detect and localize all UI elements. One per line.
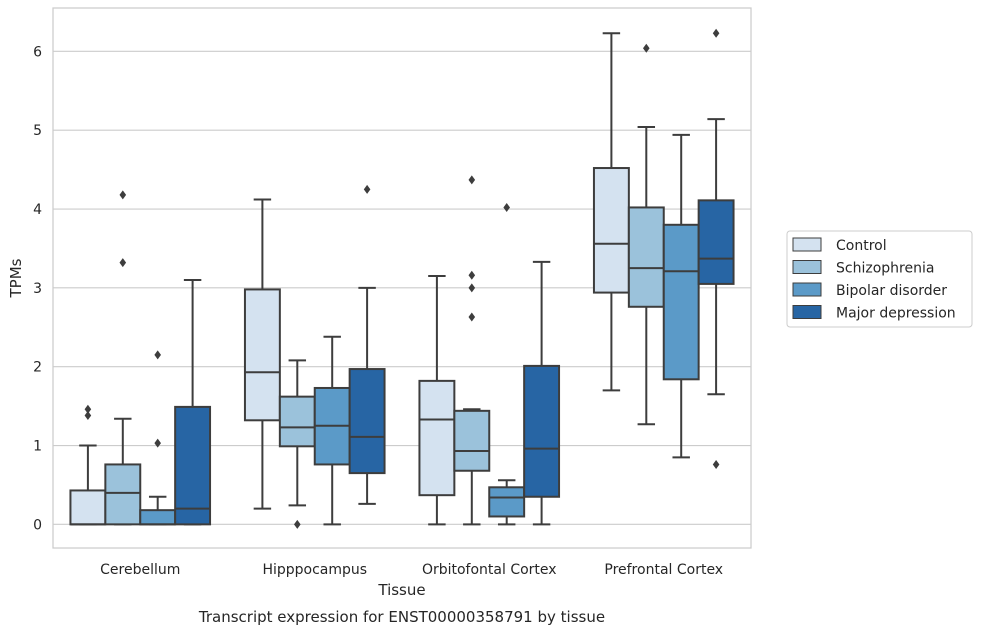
box-0-2	[139, 350, 177, 526]
box-iqr	[104, 463, 142, 526]
outlier-point	[119, 190, 127, 200]
outlier-point	[363, 184, 371, 194]
outlier-point	[468, 270, 476, 280]
box-2-2	[488, 202, 526, 526]
y-tick-label: 2	[33, 360, 42, 376]
y-tick-label: 3	[33, 281, 42, 297]
box-iqr	[243, 288, 281, 422]
outlier-point	[294, 519, 301, 529]
x-tick-label: Cerebellum	[100, 562, 180, 578]
box-1-3	[348, 184, 386, 505]
legend-swatch	[792, 260, 822, 274]
y-axis-label: TPMs	[7, 258, 25, 298]
box-1-2	[313, 335, 351, 526]
legend-swatch	[792, 282, 822, 297]
y-tick-label: 0	[33, 517, 42, 533]
box-1-0	[243, 198, 281, 510]
outlier-point	[84, 404, 92, 414]
outlier-point	[468, 312, 476, 322]
y-tick-label: 6	[33, 44, 42, 60]
x-tick-label: Orbitofontal Cortex	[422, 562, 557, 578]
legend-label: Major depression	[836, 306, 956, 322]
outlier-point	[468, 283, 476, 293]
legend-frame	[786, 230, 973, 328]
box-groups	[69, 28, 735, 529]
outlier-point	[154, 350, 161, 360]
outlier-point	[712, 459, 720, 469]
outlier-point	[119, 258, 127, 268]
box-0-3	[174, 278, 212, 526]
box-iqr	[348, 368, 386, 475]
y-tick-label: 5	[33, 123, 42, 139]
box-iqr	[523, 364, 561, 498]
box-iqr	[453, 409, 491, 472]
legend: Control Schizophrenia Bipolar disorder Majo…	[786, 230, 973, 328]
box-iqr	[662, 223, 700, 381]
box-iqr	[69, 489, 107, 526]
box-iqr	[139, 509, 177, 526]
x-tick-label: Prefrontal Cortex	[604, 562, 723, 578]
box-2-1	[453, 175, 491, 526]
legend-label: Schizophrenia	[836, 261, 934, 277]
legend-label: Control	[836, 238, 887, 254]
x-axis-ticks: Cerebellum Hipppocampus Orbitofontal Corte…	[100, 562, 723, 578]
plot-frame	[52, 7, 752, 549]
x-axis-label: Tissue	[377, 581, 425, 599]
legend-swatch	[792, 237, 822, 252]
box-0-1	[104, 190, 142, 526]
outlier-point	[712, 28, 720, 38]
box-iqr	[697, 199, 735, 285]
box-3-2	[662, 133, 700, 459]
y-tick-label: 4	[33, 202, 42, 218]
legend-swatch	[792, 305, 822, 319]
y-axis-ticks: 0 1 2 3 4 5 6	[33, 44, 42, 533]
box-iqr	[592, 167, 630, 294]
box-iqr	[627, 206, 665, 308]
chart-caption: Transcript expression for ENST0000035879…	[198, 608, 605, 626]
box-iqr	[418, 379, 456, 497]
outlier-point	[468, 175, 476, 185]
x-tick-label: Hipppocampus	[262, 562, 367, 578]
box-iqr	[174, 405, 212, 526]
outlier-point	[503, 202, 510, 212]
outlier-point	[154, 438, 161, 448]
box-1-1	[278, 359, 316, 529]
y-tick-label: 1	[33, 439, 42, 455]
box-2-3	[523, 260, 561, 526]
box-iqr	[278, 395, 316, 448]
outlier-point	[643, 43, 650, 53]
outlier-point	[84, 411, 92, 421]
box-iqr	[488, 486, 526, 518]
legend-label: Bipolar disorder	[836, 283, 947, 299]
box-3-3	[697, 28, 735, 469]
